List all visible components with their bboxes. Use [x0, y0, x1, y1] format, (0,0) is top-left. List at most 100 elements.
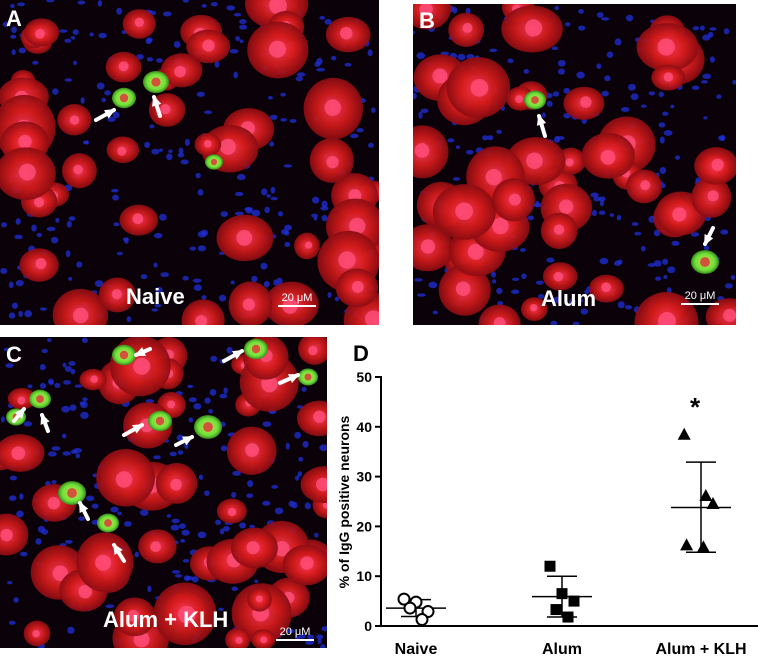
nucleus-dot [319, 644, 326, 648]
nucleus-dot [218, 294, 227, 302]
nucleus-dot [284, 224, 292, 231]
nucleus-dot [46, 226, 56, 232]
nucleus-dot [321, 200, 328, 208]
neuron-nucleus [326, 155, 339, 169]
nucleus-dot [200, 229, 209, 236]
y-tick-label: 30 [356, 469, 372, 485]
nucleus-dot [231, 586, 239, 591]
micrograph-panel-b: B Alum 20 μM [413, 4, 736, 325]
pointer-arrow-icon [134, 347, 152, 357]
nucleus-dot [663, 274, 668, 280]
neuron-nucleus [34, 197, 45, 208]
data-point [415, 613, 429, 627]
nucleus-dot [670, 104, 675, 109]
panel-a-image [0, 0, 379, 325]
nucleus-dot [368, 142, 375, 148]
nucleus-dot [27, 384, 33, 389]
nucleus-dot [249, 524, 256, 529]
nucleus-dot [158, 148, 164, 152]
pointer-arrow-icon [174, 435, 194, 447]
nucleus-dot [32, 60, 39, 65]
panel-a-letter: A [6, 6, 22, 31]
neuron-nucleus [261, 375, 278, 393]
nucleus-dot [262, 421, 272, 427]
nucleus-dot [3, 347, 12, 352]
y-tick-label: 10 [356, 568, 372, 584]
chart-panel-d: D % of IgG positive neurons 0 10 20 30 40 50 N… [327, 337, 758, 663]
nucleus-dot [537, 294, 545, 299]
nucleus-dot [39, 363, 46, 371]
nucleus-dot [239, 39, 244, 44]
nucleus-dot [416, 52, 426, 60]
nucleus-dot [286, 628, 295, 634]
nucleus-dot [76, 261, 83, 268]
nucleus-dot [98, 32, 107, 39]
nucleus-dot [209, 388, 217, 396]
nucleus-dot [182, 559, 190, 563]
neuron-nucleus [723, 308, 736, 322]
nucleus-dot [578, 25, 586, 31]
nucleus-dot [220, 445, 228, 452]
nucleus-dot [174, 574, 183, 578]
nucleus-dot [208, 408, 214, 414]
neuron-nucleus [115, 471, 133, 488]
nucleus-dot [91, 503, 99, 509]
nucleus-dot [232, 470, 241, 476]
igg-neuron-nucleus [151, 77, 161, 87]
nucleus-dot [10, 3, 15, 9]
nucleus-dot [17, 2, 25, 7]
nucleus-dot [317, 637, 322, 645]
nucleus-dot [146, 57, 154, 62]
neuron-nucleus [349, 217, 366, 235]
nucleus-dot [663, 130, 673, 136]
nucleus-dot [52, 88, 59, 95]
neuron-nucleus [73, 164, 83, 175]
nucleus-dot [302, 440, 309, 448]
nucleus-dot [596, 63, 602, 69]
nucleus-dot [280, 92, 286, 97]
neuron-nucleus [308, 346, 318, 356]
nucleus-dot [226, 5, 236, 11]
nucleus-dot [709, 56, 716, 63]
data-point [403, 601, 417, 615]
nucleus-dot [111, 188, 119, 193]
neuron-nucleus [300, 556, 314, 570]
nucleus-dot [440, 51, 450, 56]
nucleus-dot [154, 303, 162, 308]
nucleus-dot [47, 378, 54, 385]
nucleus-dot [311, 213, 319, 218]
nucleus-dot [591, 209, 597, 217]
neuron-nucleus [117, 146, 127, 156]
nucleus-dot [155, 286, 163, 294]
micrograph-panel-c: C Alum + KLH 20 μM [0, 337, 327, 648]
nucleus-dot [298, 456, 304, 462]
nucleus-dot [557, 59, 566, 67]
nucleus-dot [201, 295, 207, 300]
nucleus-dot [614, 38, 622, 46]
nucleus-dot [720, 229, 729, 235]
neuron-nucleus [640, 180, 651, 191]
nucleus-dot [223, 387, 228, 394]
nucleus-dot [273, 279, 278, 286]
nucleus-dot [41, 348, 48, 354]
neuron-nucleus [565, 158, 574, 167]
pointer-arrow-icon [112, 543, 126, 563]
panel-c-scale-line [276, 639, 314, 641]
nucleus-dot [23, 421, 33, 427]
nucleus-dot [274, 507, 284, 515]
nucleus-dot [314, 61, 321, 67]
nucleus-dot [70, 368, 76, 375]
neuron-cell [634, 292, 699, 325]
neuron-cell [296, 400, 327, 437]
x-category-label: Alum + KLH [655, 641, 746, 658]
igg-neuron-nucleus [700, 257, 710, 267]
neuron-nucleus [35, 258, 47, 270]
neuron-nucleus [420, 239, 436, 254]
nucleus-dot [416, 293, 426, 297]
nucleus-dot [659, 136, 665, 144]
nucleus-dot [159, 213, 167, 221]
nucleus-dot [614, 260, 622, 266]
nucleus-dot [236, 174, 246, 181]
nucleus-dot [732, 79, 736, 85]
nucleus-dot [68, 361, 76, 366]
